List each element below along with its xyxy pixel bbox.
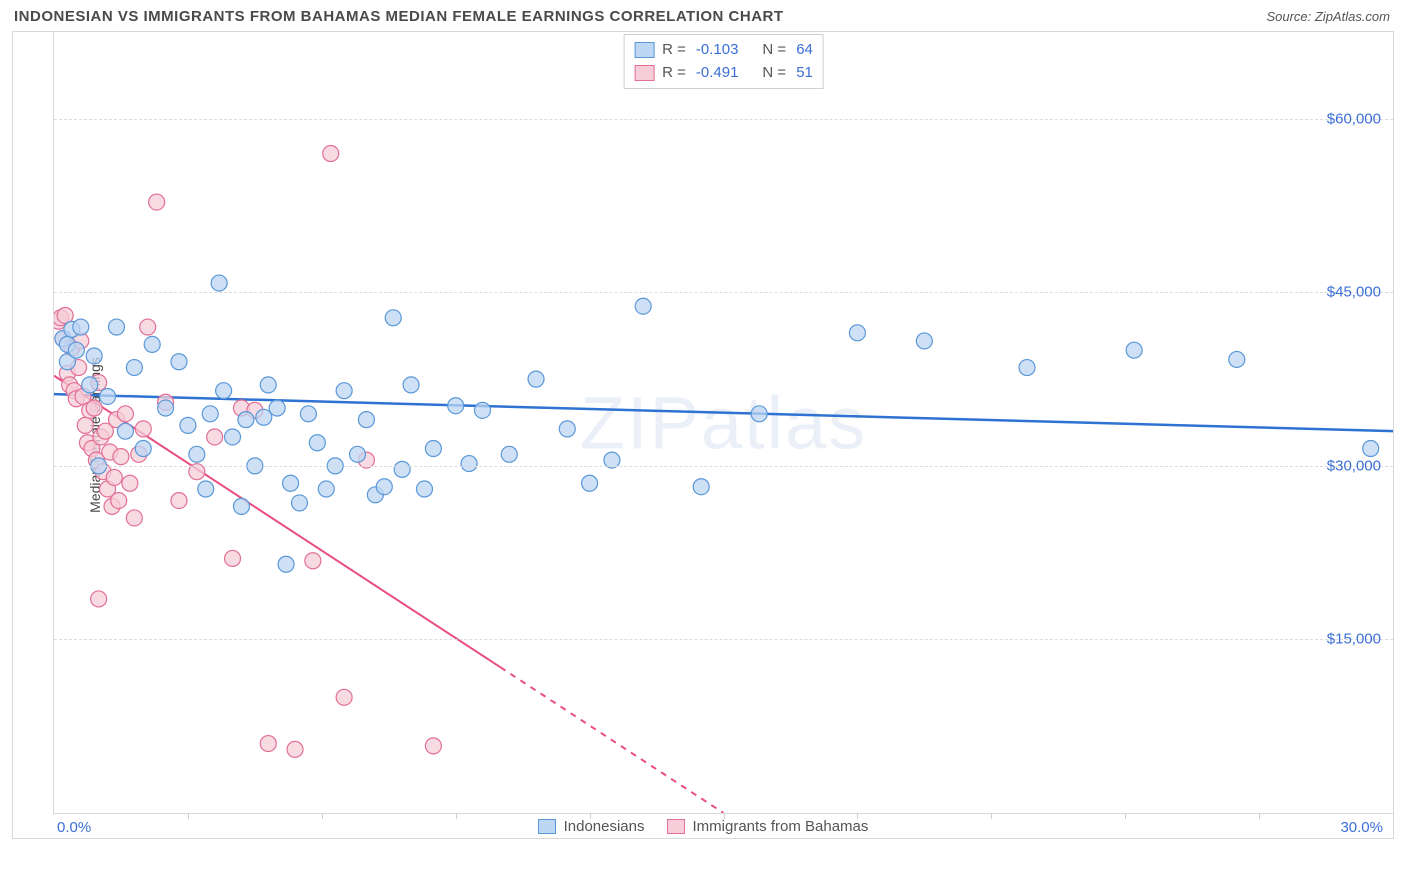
plot-area: ZIPatlas R = -0.103 N = 64 R = -0.491 N … [53,32,1393,814]
n-value-bahamas: 51 [796,62,813,85]
legend-row-bahamas: R = -0.491 N = 51 [634,62,813,85]
gridline [54,466,1393,467]
swatch-indonesians [538,819,556,834]
r-value-bahamas: -0.491 [696,62,739,85]
bottom-legend-item-indonesians: Indonesians [538,818,645,835]
r-label: R = [662,39,686,62]
bottom-legend-item-bahamas: Immigrants from Bahamas [667,818,869,835]
chart-container: Median Female Earnings ZIPatlas R = -0.1… [12,31,1394,839]
swatch-bahamas [634,65,654,81]
legend-row-indonesians: R = -0.103 N = 64 [634,39,813,62]
gridline [54,639,1393,640]
source-name: ZipAtlas.com [1315,9,1390,24]
chart-title: INDONESIAN VS IMMIGRANTS FROM BAHAMAS ME… [14,8,784,25]
gridline [54,292,1393,293]
n-value-indonesians: 64 [796,39,813,62]
y-tick-label: $45,000 [1327,284,1381,301]
y-tick-label: $15,000 [1327,631,1381,648]
correlation-legend: R = -0.103 N = 64 R = -0.491 N = 51 [623,34,824,89]
n-label: N = [762,62,786,85]
swatch-indonesians [634,42,654,58]
y-tick-label: $30,000 [1327,457,1381,474]
y-tick-label: $60,000 [1327,110,1381,127]
scatter-svg [54,32,1393,813]
source-prefix: Source: [1266,9,1314,24]
n-label: N = [762,39,786,62]
gridline [54,119,1393,120]
swatch-bahamas [667,819,685,834]
source-attribution: Source: ZipAtlas.com [1266,9,1390,24]
chart-header: INDONESIAN VS IMMIGRANTS FROM BAHAMAS ME… [0,0,1406,31]
series-label-bahamas: Immigrants from Bahamas [693,818,869,835]
r-value-indonesians: -0.103 [696,39,739,62]
bottom-legend: Indonesians Immigrants from Bahamas [13,814,1393,838]
series-label-indonesians: Indonesians [564,818,645,835]
r-label: R = [662,62,686,85]
